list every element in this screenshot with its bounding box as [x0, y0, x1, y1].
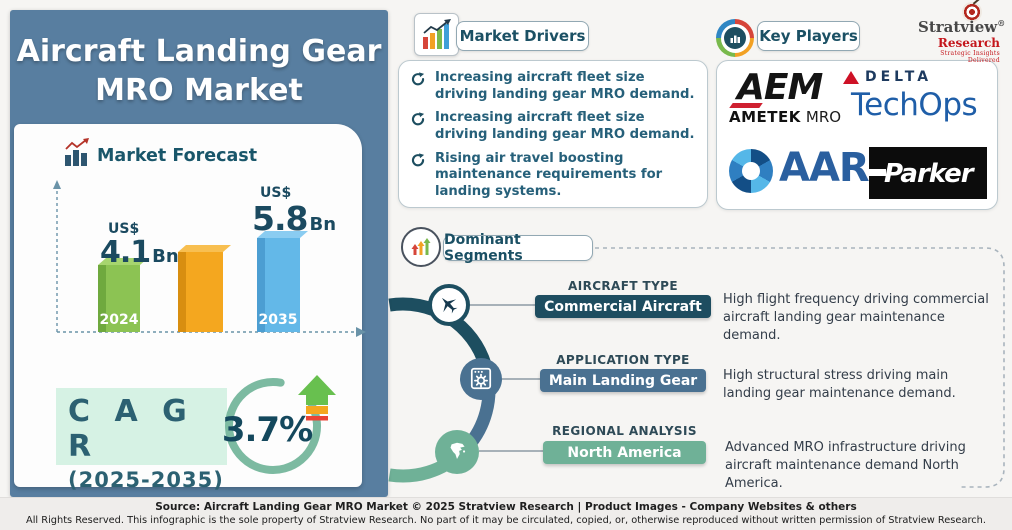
driver-item: Increasing aircraft fleet size driving l…: [411, 70, 697, 103]
parker-logo: Parker: [869, 147, 987, 199]
ametek-mro-logo: AMETEK MRO: [729, 108, 841, 126]
value-number-2024: 4.1: [100, 235, 151, 270]
application-type-icon-circle: [460, 358, 502, 400]
bar-2035: 2035: [257, 231, 308, 332]
brand-name-text: Stratview: [918, 18, 998, 36]
page-title-line2: MRO Market: [95, 73, 303, 108]
market-drivers-panel: Increasing aircraft fleet size driving l…: [398, 60, 708, 208]
market-drivers-icon-box: [414, 13, 459, 56]
bar-2024: 2024: [98, 258, 148, 332]
segment-category-application-type: APPLICATION TYPE: [556, 353, 690, 367]
brand-division: Research: [937, 36, 1000, 50]
driver-text: Rising air travel boosting maintenance r…: [435, 150, 663, 199]
market-drivers-heading: Market Drivers: [456, 21, 589, 51]
aar-shutter-icon: [729, 149, 773, 193]
drivers-list: Increasing aircraft fleet size driving l…: [399, 61, 707, 206]
bar-year-2035: 2035: [259, 312, 298, 328]
connector-line: [502, 378, 540, 380]
bar-year-2024: 2024: [100, 312, 139, 328]
stratview-brand-logo: Stratview® Research Strategic Insights D…: [918, 2, 1006, 64]
parker-logo-dash: [869, 169, 886, 176]
segment-description-regional-analysis: Advanced MRO infrastructure driving airc…: [725, 440, 966, 491]
driver-text: Increasing aircraft fleet size driving l…: [435, 110, 695, 142]
forecast-bar-chart: 2024 2035: [53, 180, 366, 337]
dominant-segments-icon: [401, 227, 441, 267]
gear-window-icon: [470, 367, 492, 390]
techops-logo: TechOps: [851, 87, 978, 123]
regional-analysis-icon-circle: [435, 430, 479, 474]
left-panel: Aircraft Landing Gear MRO Market Market …: [10, 10, 388, 497]
parker-logo-text: Parker: [884, 159, 974, 189]
driver-item: Increasing aircraft fleet size driving l…: [411, 110, 697, 143]
segment-category-regional-analysis: REGIONAL ANALYSIS: [552, 424, 697, 438]
value-number-2035: 5.8: [252, 199, 308, 238]
ametek-mro-text: MRO: [805, 108, 842, 126]
cagr-circle: [225, 378, 321, 474]
cycle-arrow-icon: [411, 72, 425, 86]
connector-line: [470, 304, 535, 306]
key-players-heading: Key Players: [757, 21, 860, 51]
ametek-logo-text: AMETEK: [729, 108, 801, 126]
dashed-guide-line: [595, 247, 1005, 488]
cagr-box: C A G R (2025-2035): [56, 388, 227, 492]
forecast-chart-icon: [65, 138, 89, 166]
footer: Source: Aircraft Landing Gear MRO Market…: [0, 497, 1012, 530]
footer-source-line: Source: Aircraft Landing Gear MRO Market…: [155, 501, 857, 513]
value-prefix-2035: US$: [260, 185, 292, 201]
delta-triangle-icon: [843, 70, 859, 84]
segment-category-aircraft-type: AIRCRAFT TYPE: [568, 279, 678, 293]
airplane-icon: [441, 297, 458, 314]
key-players-icon-center: [724, 27, 746, 49]
market-drivers-chart-icon: [422, 18, 451, 49]
brand-name: Stratview®: [918, 18, 1006, 36]
growth-arrows-icon: [411, 238, 431, 255]
cycle-arrow-icon: [411, 112, 425, 126]
value-unit-2035: Bn: [309, 214, 337, 235]
bar-middle: [178, 245, 231, 332]
segment-description-application-type: High structural stress driving main land…: [723, 368, 956, 401]
market-forecast-card: Market Forecast 2024: [14, 124, 366, 492]
segment-value-main-landing-gear: Main Landing Gear: [540, 369, 706, 392]
value-label-2035: US$ 5.8 Bn: [252, 186, 336, 235]
cagr-value: 3.7%: [221, 410, 313, 450]
value-label-2024: US$ 4.1 Bn: [100, 222, 179, 268]
footer-rights-line: All Rights Reserved. This infographic is…: [26, 515, 986, 526]
cagr-period: (2025-2035): [68, 468, 224, 492]
dartboard-icon: [962, 2, 982, 22]
north-america-map-icon: [450, 442, 466, 460]
aem-logo: AEM: [737, 67, 823, 108]
page-title-line1: Aircraft Landing Gear: [16, 34, 382, 69]
value-unit-2024: Bn: [152, 246, 179, 267]
growth-arrow-icon: [298, 375, 336, 421]
connector-line: [479, 450, 543, 452]
driver-text: Increasing aircraft fleet size driving l…: [435, 70, 695, 102]
segment-description-aircraft-type: High flight frequency driving commercial…: [723, 292, 989, 343]
page-title: Aircraft Landing Gear MRO Market: [10, 32, 388, 110]
segment-value-commercial-aircraft: Commercial Aircraft: [535, 295, 711, 318]
key-players-icon: [716, 19, 754, 57]
brand-tagline: Strategic Insights Delivered: [940, 50, 1000, 64]
aircraft-type-icon-circle: [428, 284, 470, 326]
delta-logo: DELTA: [843, 69, 932, 85]
segment-value-north-america: North America: [543, 441, 706, 464]
dominant-segments-heading: Dominant Segments: [443, 232, 593, 264]
mini-bars-icon: [730, 35, 740, 43]
brand-registered-mark: ®: [997, 18, 1006, 28]
delta-logo-text: DELTA: [865, 69, 933, 85]
aar-logo-text: AAR: [779, 145, 870, 191]
aar-logo: AAR®: [779, 145, 880, 191]
key-players-icon-ring: [720, 23, 750, 53]
driver-item: Rising air travel boosting maintenance r…: [411, 151, 697, 201]
cycle-arrow-icon: [411, 152, 425, 166]
value-prefix-2024: US$: [108, 221, 140, 237]
cagr-label: C A G R: [68, 394, 194, 464]
forecast-heading: Market Forecast: [97, 146, 258, 166]
